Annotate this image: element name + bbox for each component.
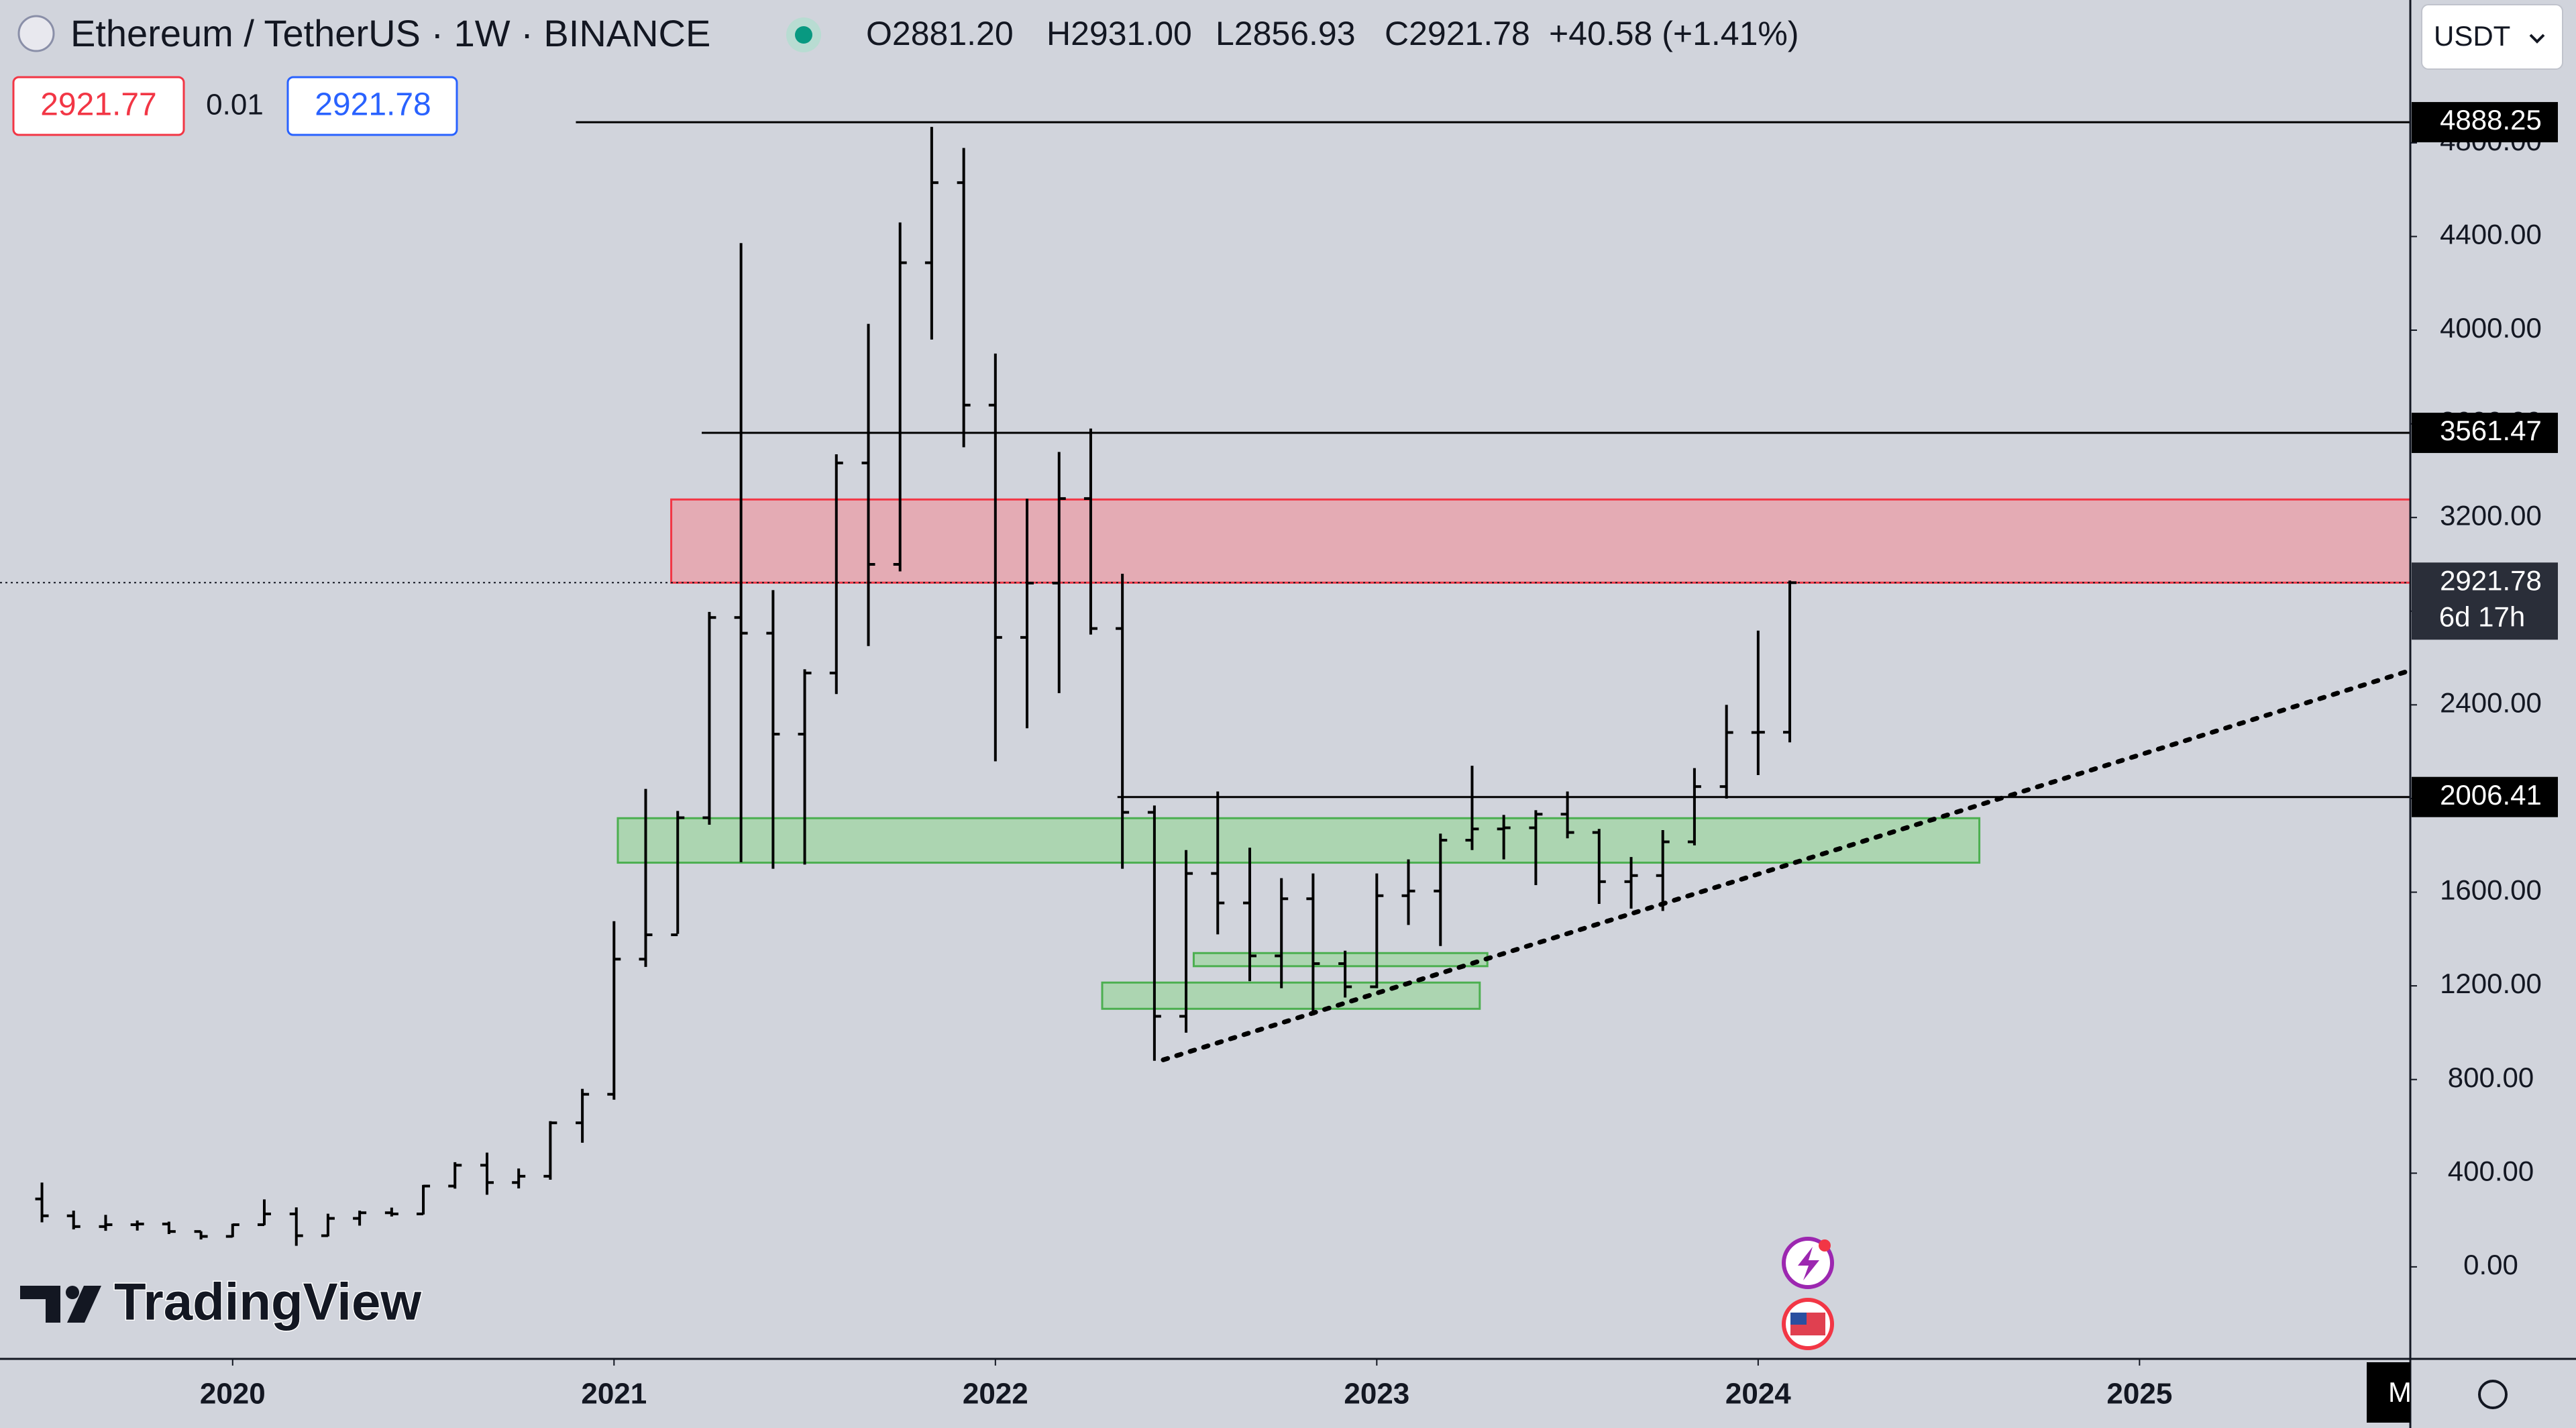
price-label: 2006.41: [2440, 779, 2542, 811]
logo-text: TradingView: [114, 1272, 421, 1331]
plot-area: [0, 121, 2413, 1246]
sell-price: 2921.77: [40, 87, 157, 123]
corner-button[interactable]: [2367, 1362, 2410, 1423]
logo-dot: [66, 1286, 79, 1299]
ohlc-change: +40.58 (+1.41%): [1549, 15, 1799, 52]
sell-button[interactable]: [12, 76, 185, 136]
zone: [616, 817, 1981, 864]
symbol-title[interactable]: Ethereum / TetherUS · 1W · BINANCE: [70, 12, 710, 54]
x-tick-label: 2024: [1725, 1378, 1791, 1411]
buy-price: 2921.78: [315, 87, 431, 123]
events-bolt: [1798, 1247, 1819, 1280]
trendline: [1161, 668, 2413, 1062]
y-tick-label: 3200.00: [2440, 499, 2542, 531]
flag-canton: [1790, 1313, 1807, 1325]
y-tick-label: 1200.00: [2440, 968, 2542, 999]
x-tick-label: 2022: [963, 1378, 1028, 1411]
price-label-bg: [2412, 562, 2558, 640]
y-tick-label: 1600.00: [2440, 874, 2542, 906]
settings-icon[interactable]: [2478, 1380, 2508, 1409]
y-tick-label: 4000.00: [2440, 312, 2542, 344]
price-label-bg: [2412, 102, 2558, 143]
market-status-dot: [795, 26, 812, 44]
countdown-label: 6d 17h: [2439, 601, 2525, 632]
ohlc-close: C2921.78: [1385, 15, 1530, 52]
x-tick-label: 2025: [2106, 1378, 2172, 1411]
corner-label: M: [2388, 1376, 2412, 1408]
y-tick-label: 4400.00: [2440, 219, 2542, 250]
y-tick-label: 2400.00: [2440, 686, 2542, 718]
price-label: 3561.47: [2440, 415, 2542, 446]
buy-button[interactable]: [286, 76, 458, 136]
events-badge: [1819, 1239, 1831, 1252]
y-tick-label: 0.00: [2463, 1249, 2518, 1280]
x-tick-label: 2021: [581, 1378, 647, 1411]
logo-mark: [20, 1286, 101, 1323]
y-tick-label: 400.00: [2448, 1155, 2534, 1186]
spread: 0.01: [206, 89, 264, 121]
ohlc-open: O2881.20: [866, 15, 1014, 52]
axes: 0.00400.00800.001200.001600.002000.00240…: [200, 102, 2558, 1411]
price-label-bg: [2412, 413, 2558, 454]
symbol-icon: [17, 15, 55, 52]
currency-select[interactable]: [2421, 4, 2563, 70]
price-label: 2921.78: [2440, 564, 2542, 596]
y-tick-label: 800.00: [2448, 1062, 2534, 1093]
x-tick-label: 2023: [1344, 1378, 1409, 1411]
dropdown-chevron: [2529, 34, 2545, 44]
zone: [1101, 981, 1481, 1010]
currency-label: USDT: [2434, 20, 2510, 52]
zone: [670, 498, 2412, 584]
price-label-bg: [2412, 776, 2558, 817]
ohlc-high: H2931.00: [1046, 15, 1192, 52]
x-tick-label: 2020: [200, 1378, 266, 1411]
price-label: 4888.25: [2440, 104, 2542, 136]
ohlc-low: L2856.93: [1216, 15, 1356, 52]
